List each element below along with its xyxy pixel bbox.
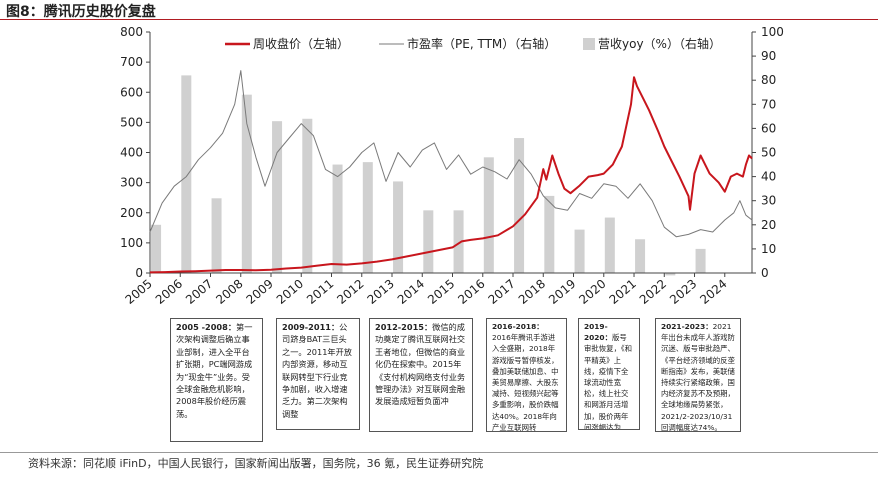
x-tick-label: 2014 [395,277,427,307]
x-tick-label: 2012 [334,277,366,307]
x-tick-label: 2016 [455,277,487,307]
y-right-tick-label: 30 [761,194,776,208]
annotation-box-2005-2008: 2005 -2008：第一次架构调整后确立事业部制，进入全平台扩张期，PC端网游… [170,318,263,442]
revenue-bar-2019 [574,229,585,273]
x-tick-label: 2024 [697,277,729,307]
closing-price-line [149,76,753,274]
pe-ratio-line [149,70,753,238]
y-left-tick-label: 100 [120,236,143,250]
y-left-tick-label: 500 [120,115,143,129]
annotation-box-2012-2015: 2012-2015：微信的成功奠定了腾讯互联网社交王者地位，但微信的商业化仍在探… [369,318,473,432]
y-right-tick-label: 70 [761,97,776,111]
annotation-box-2016-2018: 2016-2018：2016年腾讯手游进入全盛期，2018年游戏版号暂停核发，叠… [486,318,567,432]
revenue-bar-2012 [362,162,373,273]
annotation-box-2019-2020: 2019-2020：版号审批恢复，《和平精英》上线，疫情下全球流动性宽松，线上社… [578,318,640,430]
y-right-tick-label: 40 [761,170,776,184]
x-tick-label: 2011 [304,277,336,307]
revenue-bar-2018 [544,195,555,273]
revenue-bar-2010 [302,118,313,273]
y-right-tick-label: 60 [761,121,776,135]
y-left-tick-label: 300 [120,176,143,190]
annotation-box-2021-2023: 2021-2023：2021年出台未成年人游戏防沉迷、版号审批趋严、《平台经济领… [655,318,741,432]
figure-title: 图8：腾讯历史股价复盘 [6,4,156,20]
x-tick-label: 2019 [546,277,578,307]
y-right-tick-label: 100 [761,25,784,39]
x-tick-label: 2018 [516,277,548,307]
y-right-tick-label: 90 [761,49,776,63]
y-right-tick-label: 80 [761,73,776,87]
x-tick-label: 2013 [365,277,397,307]
revenue-bar-2007 [211,198,222,273]
revenue-bar-2017 [514,138,525,273]
x-tick-label: 2009 [244,277,276,307]
footer-rule [0,452,878,453]
revenue-bar-2014 [423,210,434,273]
revenue-bar-2011 [332,164,343,273]
revenue-bar-2020 [604,217,615,273]
revenue-bar-2023 [695,248,706,273]
revenue-bar-2015 [453,210,464,273]
x-tick-label: 2006 [153,277,185,307]
x-tick-label: 2010 [274,277,306,307]
legend-label-pe: 市盈率（PE, TTM）（右轴） [407,36,556,51]
y-left-tick-label: 400 [120,146,143,160]
x-tick-label: 2007 [183,277,215,307]
revenue-bar-2006 [181,75,192,273]
revenue-bar-2008 [241,94,252,273]
y-right-tick-label: 0 [761,266,769,280]
source-note: 资料来源：同花顺 iFinD，中国人民银行，国家新闻出版署，国务院，36 氪，民… [28,457,484,470]
annotation-box-2009-2011: 2009-2011：公司跻身BAT三巨头之一。2011年开放内部资源，移动互联网… [276,318,360,430]
x-tick-label: 2022 [637,277,669,307]
x-tick-label: 2005 [123,277,155,307]
x-tick-label: 2020 [576,277,608,307]
revenue-bars [151,75,706,276]
legend-label-revenue: 营收yoy（%）（右轴） [598,36,721,51]
legend: 周收盘价（左轴） 市盈率（PE, TTM）（右轴） 营收yoy（%）（右轴） [225,36,721,51]
y-left-tick-label: 0 [135,266,143,280]
legend-swatch-revenue [583,38,595,50]
y-left-tick-label: 200 [120,206,143,220]
x-tick-label: 2017 [486,277,518,307]
y-right-tick-label: 20 [761,218,776,232]
x-tick-label: 2015 [425,277,457,307]
revenue-bar-2013 [393,181,404,273]
price-history-chart: 0 100 200 300 400 500 600 700 800 0 10 20 30 40 50 60 70… [120,25,784,307]
revenue-bar-2009 [272,121,283,273]
revenue-bar-2005 [151,224,162,273]
title-rule [0,19,878,20]
y-left-tick-label: 600 [120,85,143,99]
legend-label-price: 周收盘价（左轴） [253,36,349,51]
x-tick-label: 2021 [607,277,639,307]
x-tick-label: 2008 [213,277,245,307]
revenue-bar-2016 [483,157,494,273]
y-right-tick-label: 10 [761,242,776,256]
series-lines [149,70,753,274]
x-tick-label: 2023 [667,277,699,307]
revenue-bar-2022 [665,273,676,276]
y-left-tick-label: 700 [120,55,143,69]
y-left-tick-label: 800 [120,25,143,39]
y-right-tick-label: 50 [761,146,776,160]
revenue-bar-2021 [635,239,646,273]
